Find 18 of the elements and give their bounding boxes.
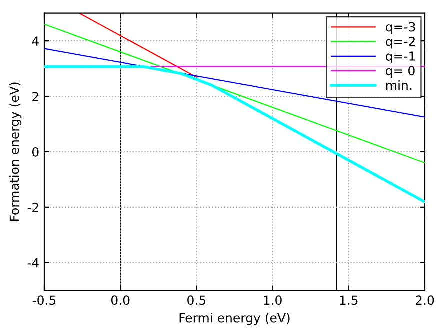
- legend-label: q=-2: [386, 36, 415, 49]
- legend-label: q=-1: [386, 52, 416, 64]
- x-tick-label: 0.5: [188, 296, 206, 306]
- legend-label: q= 0: [386, 66, 415, 78]
- x-tick-label: -0.5: [32, 296, 56, 306]
- x-tick-label: 1.5: [340, 296, 358, 306]
- y-axis-title: Formation energy (eV): [10, 82, 22, 222]
- y-tick-label: -2: [28, 202, 38, 212]
- x-tick-label: 0.0: [111, 296, 130, 306]
- y-tick-label: 0: [32, 147, 39, 157]
- x-tick-label: 1.0: [264, 296, 282, 306]
- x-tick-label: 2.0: [416, 296, 434, 306]
- y-tick-label: -4: [28, 258, 39, 268]
- legend-label: q=-3: [386, 22, 416, 34]
- y-tick-label: 4: [32, 36, 39, 46]
- legend-label: min.: [386, 80, 412, 90]
- x-axis-title: Fermi energy (eV): [180, 313, 290, 326]
- y-tick-label: 2: [32, 92, 38, 102]
